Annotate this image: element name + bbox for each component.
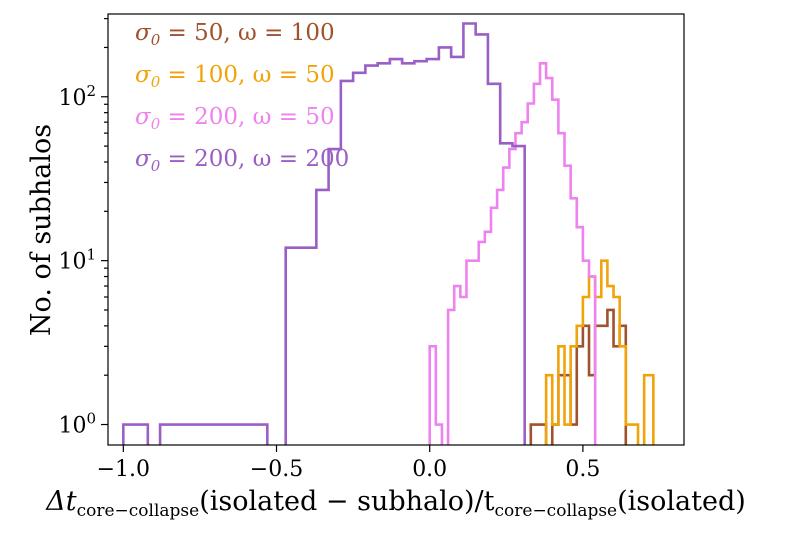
x-tick-label: −0.5 [250,457,303,482]
y-axis-label: No. of subhalos [26,124,57,336]
y-tick-label: 100 [58,410,96,439]
y-tick-label: 102 [58,82,96,111]
legend-entry-sigma100-omega50: σ0 = 100, ω = 50 [135,62,335,91]
plot-frame [107,13,685,446]
series-0 [529,308,628,445]
x-tick-label: −1.0 [97,457,150,482]
x-tick-label: 0.0 [412,457,447,482]
y-tick-label: 101 [58,246,96,275]
x-axis-label: Δtcore−collapse(isolated − subhalo)/tcor… [45,486,746,521]
legend: σ0 = 50, ω = 100 σ0 = 100, ω = 50 σ0 = 2… [135,20,349,175]
series-step-line [428,62,597,445]
series-3 [122,22,526,445]
legend-entry-sigma200-omega50: σ0 = 200, ω = 50 [135,104,335,133]
axis-ticks: −1.0 −0.5 0.0 0.5 100 101 102 [58,17,600,482]
histogram-series-layer [122,22,655,445]
x-tick-label: 0.5 [565,457,600,482]
legend-entry-sigma200-omega200: σ0 = 200, ω = 200 [135,146,349,175]
series-2 [428,62,597,445]
series-step-line [529,308,628,445]
series-step-line [122,22,526,445]
legend-entry-sigma50-omega100: σ0 = 50, ω = 100 [135,20,335,49]
